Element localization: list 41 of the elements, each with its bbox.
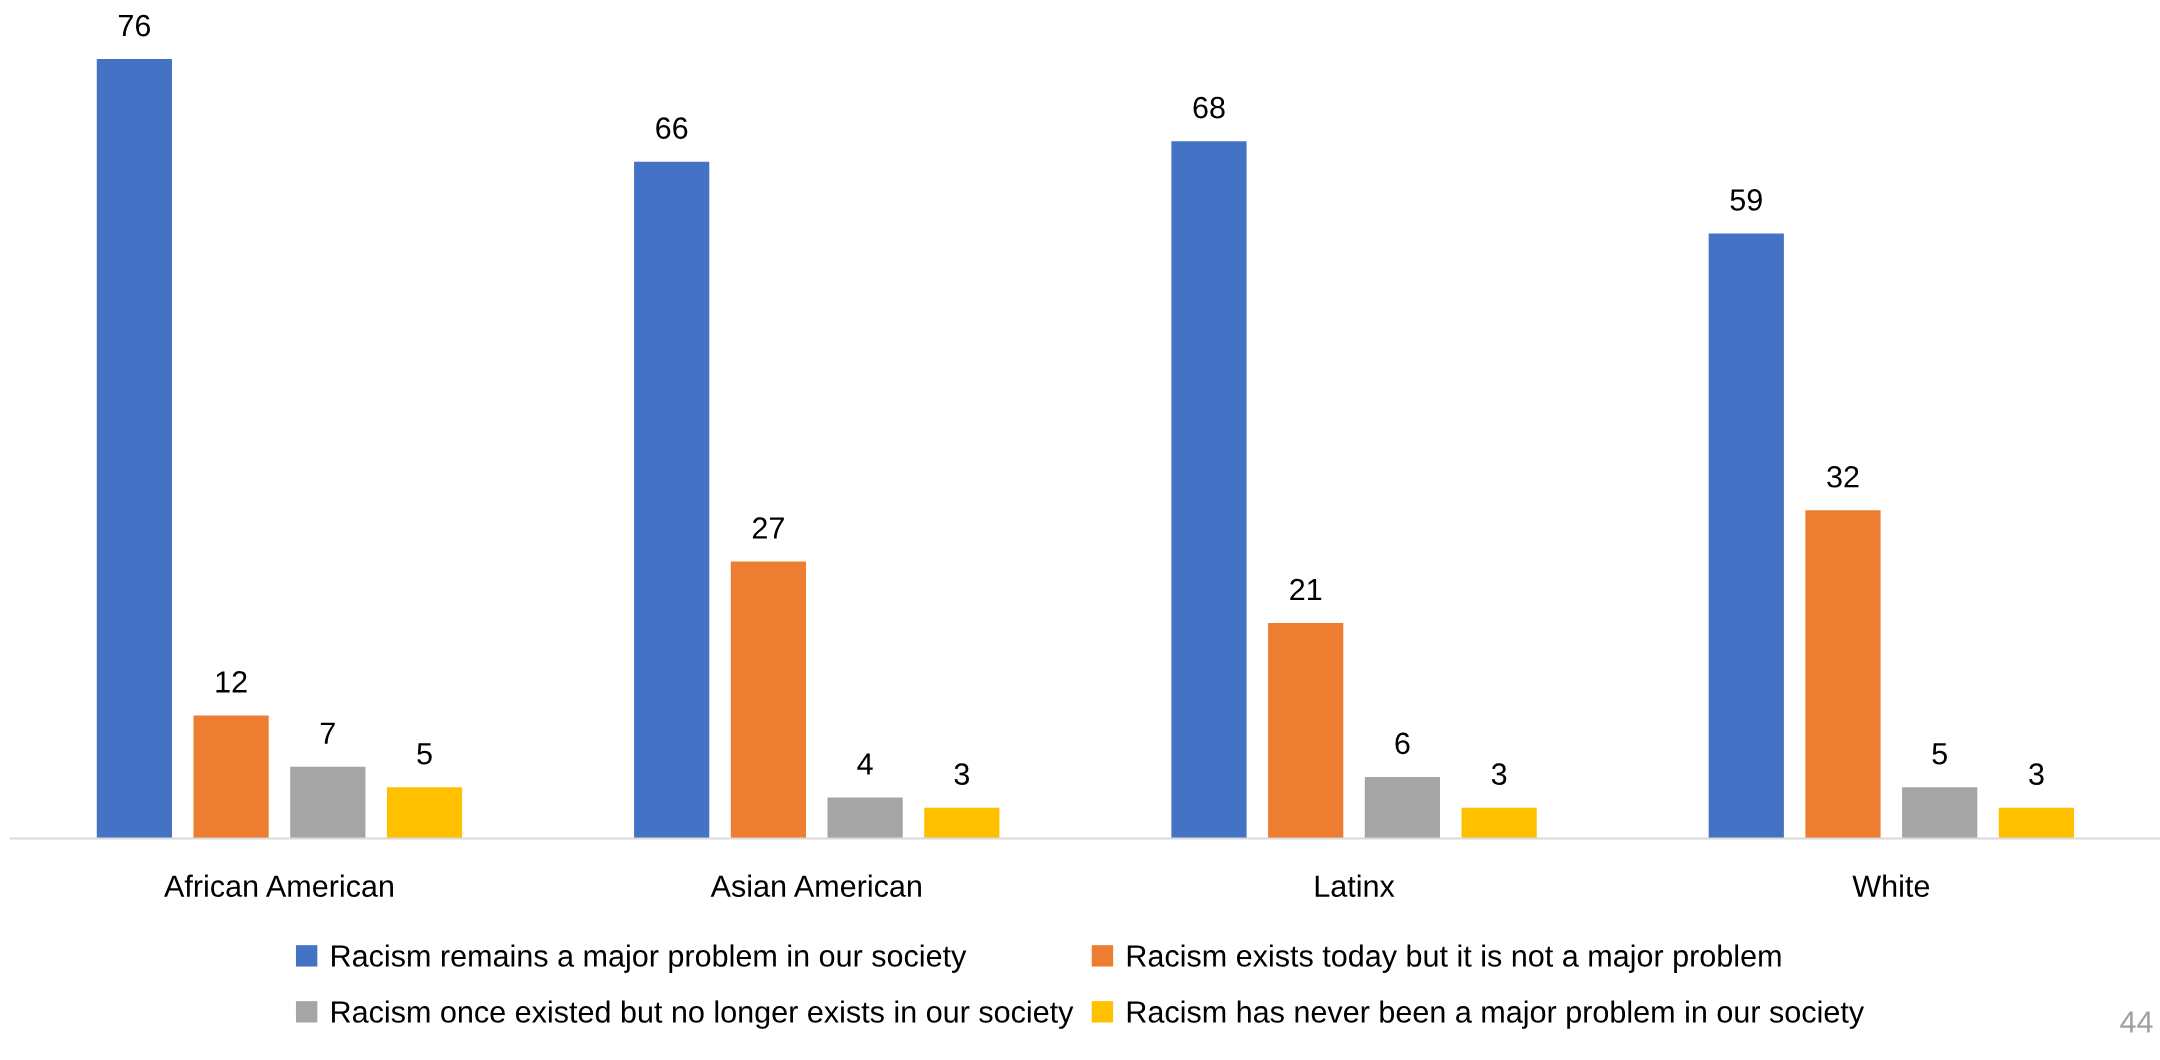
data-label: 59 [1730, 189, 1762, 211]
data-label: 3 [2029, 763, 2044, 785]
bar [634, 161, 710, 839]
legend-label: Racism has never been a major problem in our society [1127, 1000, 1865, 1029]
data-label: 3 [1491, 763, 1507, 785]
x-tick-label: White [1852, 874, 1930, 898]
data-label: 27 [752, 517, 784, 539]
bar [386, 787, 463, 839]
bar [1805, 510, 1881, 839]
bar [1461, 807, 1537, 839]
bar [827, 797, 903, 839]
data-label: 76 [118, 14, 151, 37]
bar [1171, 141, 1247, 839]
data-label: 21 [1290, 578, 1322, 601]
bar [730, 561, 806, 839]
data-label: 68 [1193, 96, 1225, 119]
bar [924, 807, 1000, 839]
bar [96, 59, 172, 839]
bar [193, 715, 269, 839]
bar [1708, 233, 1784, 839]
data-label: 7 [320, 722, 335, 744]
x-tick-label: Latinx [1315, 874, 1395, 898]
x-tick-label: African American [164, 874, 393, 898]
bar [1268, 623, 1344, 839]
data-label: 4 [857, 753, 873, 775]
data-label: 6 [1395, 732, 1410, 755]
data-label: 66 [656, 117, 688, 139]
legend-label: Racism once existed but no longer exists in our society [332, 1000, 1074, 1029]
bar [1902, 787, 1978, 839]
bar [290, 766, 366, 839]
legend-label: Racism exists today but it is not a major problem [1127, 944, 1781, 973]
data-label: 3 [954, 763, 969, 785]
x-tick-label: Asian American [710, 874, 921, 898]
data-label: 32 [1827, 465, 1859, 488]
bar [1364, 776, 1441, 839]
bar [1998, 807, 2075, 839]
legend-label: Racism remains a major problem in our society [332, 944, 967, 973]
text: 44 [2120, 1011, 2153, 1033]
data-label: 5 [1932, 743, 1947, 765]
data-label: 12 [216, 671, 247, 693]
data-label: 5 [417, 743, 432, 765]
